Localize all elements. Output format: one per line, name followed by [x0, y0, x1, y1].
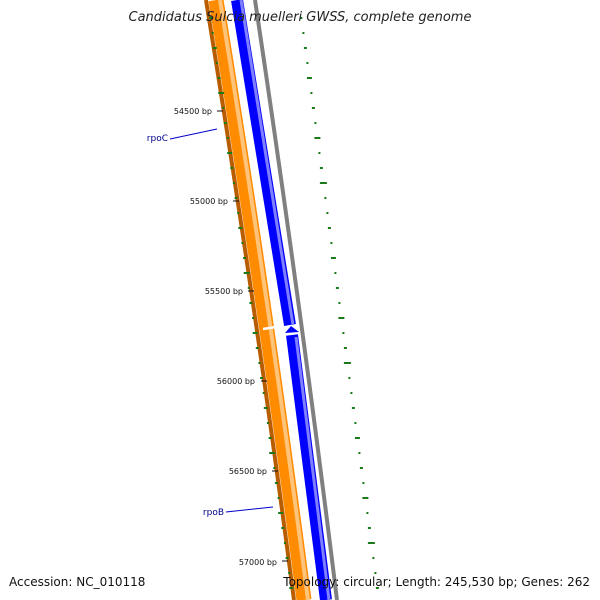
scale-ticks: 54500 bp 55000 bp 55500 bp 56000 bp 5650… [174, 107, 288, 567]
gene-labels: rpoC rpoB [147, 128, 274, 518]
tick-label: 56000 bp [217, 377, 255, 386]
topology-summary: Topology: circular; Length: 245,530 bp; … [283, 575, 590, 589]
gene-leader-line [225, 506, 274, 513]
backbone-ring [253, 0, 339, 600]
map-title: Candidatus Sulcia muelleri GWSS, complet… [128, 10, 472, 25]
gene-label-rpoC[interactable]: rpoC [147, 134, 168, 144]
forward-gene-rpoB-band [286, 334, 332, 600]
forward-gene-rpoC-band [231, 0, 296, 326]
tick-label: 56500 bp [229, 467, 267, 476]
gc-skew-inner-track [209, 17, 294, 589]
tick-label: 55000 bp [190, 197, 228, 206]
reverse-strand-shadow [204, 0, 296, 600]
tick-label: 55500 bp [205, 287, 243, 296]
reverse-strand-highlight [218, 0, 310, 600]
gc-skew-outer-track [300, 17, 379, 589]
forward-gene-rpoC-highlight [239, 0, 295, 326]
gene-arrowhead [285, 326, 299, 333]
tick-label: 57000 bp [239, 558, 277, 567]
gene-boundary [262, 324, 283, 331]
tick-label: 54500 bp [174, 107, 212, 116]
forward-gene-rpoB-highlight [294, 336, 331, 600]
gene-leader-line [169, 128, 218, 140]
reverse-strand-band [208, 0, 312, 600]
accession-text: Accession: NC_010118 [9, 575, 146, 589]
gene-label-rpoB[interactable]: rpoB [203, 508, 224, 518]
